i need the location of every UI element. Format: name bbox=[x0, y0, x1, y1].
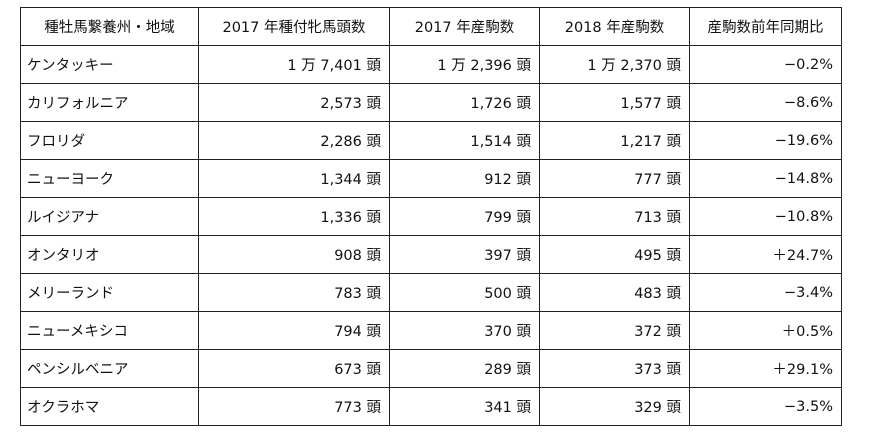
table-row: ニューヨーク 1,344 頭 912 頭 777 頭 −14.8% bbox=[20, 159, 842, 198]
cell-yoy-change: −19.6% bbox=[689, 121, 842, 160]
cell-2017-foals: 289 頭 bbox=[389, 349, 540, 388]
cell-region: オンタリオ bbox=[20, 235, 199, 274]
table-row: メリーランド 783 頭 500 頭 483 頭 −3.4% bbox=[20, 273, 842, 312]
cell-2017-bred-mares: 783 頭 bbox=[198, 273, 390, 312]
cell-2017-bred-mares: 908 頭 bbox=[198, 235, 390, 274]
table-row: オンタリオ 908 頭 397 頭 495 頭＋24.7% bbox=[20, 235, 842, 274]
table-row: オクラホマ 773 頭 341 頭 329 頭 −3.5% bbox=[20, 387, 842, 426]
cell-region: フロリダ bbox=[20, 121, 199, 160]
cell-2017-foals: 1,726 頭 bbox=[389, 83, 540, 122]
cell-region: オクラホマ bbox=[20, 387, 199, 426]
cell-yoy-change: −3.5% bbox=[689, 387, 842, 426]
table-row: ルイジアナ 1,336 頭 799 頭 713 頭 −10.8% bbox=[20, 197, 842, 236]
cell-region: ニューメキシコ bbox=[20, 311, 199, 350]
foal-statistics-table: 種牡馬繋養州・地域 2017 年種付牝馬頭数 2017 年産駒数 2018 年産… bbox=[20, 7, 842, 426]
cell-2017-foals: 500 頭 bbox=[389, 273, 540, 312]
header-region: 種牡馬繋養州・地域 bbox=[20, 7, 199, 46]
header-row: 種牡馬繋養州・地域 2017 年種付牝馬頭数 2017 年産駒数 2018 年産… bbox=[20, 7, 842, 46]
cell-2017-bred-mares: 773 頭 bbox=[198, 387, 390, 426]
cell-2017-bred-mares: 673 頭 bbox=[198, 349, 390, 388]
cell-2018-foals: 372 頭 bbox=[539, 311, 690, 350]
cell-2018-foals: 777 頭 bbox=[539, 159, 690, 198]
cell-region: ニューヨーク bbox=[20, 159, 199, 198]
cell-2018-foals: 373 頭 bbox=[539, 349, 690, 388]
cell-2018-foals: 713 頭 bbox=[539, 197, 690, 236]
cell-yoy-change: ＋24.7% bbox=[689, 235, 842, 274]
header-yoy-change: 産駒数前年同期比 bbox=[689, 7, 842, 46]
cell-yoy-change: −14.8% bbox=[689, 159, 842, 198]
cell-yoy-change: −3.4% bbox=[689, 273, 842, 312]
table-row: ニューメキシコ 794 頭 370 頭 372 頭＋0.5% bbox=[20, 311, 842, 350]
cell-region: カリフォルニア bbox=[20, 83, 199, 122]
table-row: フロリダ 2,286 頭 1,514 頭 1,217 頭 −19.6% bbox=[20, 121, 842, 160]
cell-region: ルイジアナ bbox=[20, 197, 199, 236]
cell-2018-foals: 483 頭 bbox=[539, 273, 690, 312]
table-row: カリフォルニア 2,573 頭 1,726 頭 1,577 頭 −8.6% bbox=[20, 83, 842, 122]
cell-2017-foals: 370 頭 bbox=[389, 311, 540, 350]
cell-2018-foals: 1,577 頭 bbox=[539, 83, 690, 122]
cell-2018-foals: 1,217 頭 bbox=[539, 121, 690, 160]
cell-region: ケンタッキー bbox=[20, 45, 199, 84]
header-2017-foals: 2017 年産駒数 bbox=[389, 7, 540, 46]
cell-2018-foals: 1 万 2,370 頭 bbox=[539, 45, 690, 84]
header-2017-bred-mares: 2017 年種付牝馬頭数 bbox=[198, 7, 390, 46]
cell-yoy-change: −0.2% bbox=[689, 45, 842, 84]
cell-2017-bred-mares: 1,336 頭 bbox=[198, 197, 390, 236]
cell-2017-bred-mares: 2,573 頭 bbox=[198, 83, 390, 122]
table-row: ペンシルベニア 673 頭 289 頭 373 頭＋29.1% bbox=[20, 349, 842, 388]
cell-2017-bred-mares: 1 万 7,401 頭 bbox=[198, 45, 390, 84]
cell-2017-foals: 912 頭 bbox=[389, 159, 540, 198]
cell-2017-bred-mares: 2,286 頭 bbox=[198, 121, 390, 160]
cell-2017-foals: 799 頭 bbox=[389, 197, 540, 236]
cell-2017-foals: 341 頭 bbox=[389, 387, 540, 426]
cell-yoy-change: −8.6% bbox=[689, 83, 842, 122]
cell-yoy-change: −10.8% bbox=[689, 197, 842, 236]
cell-yoy-change: ＋29.1% bbox=[689, 349, 842, 388]
cell-2017-bred-mares: 1,344 頭 bbox=[198, 159, 390, 198]
cell-region: メリーランド bbox=[20, 273, 199, 312]
cell-region: ペンシルベニア bbox=[20, 349, 199, 388]
table-header: 種牡馬繋養州・地域 2017 年種付牝馬頭数 2017 年産駒数 2018 年産… bbox=[20, 7, 842, 46]
cell-2018-foals: 329 頭 bbox=[539, 387, 690, 426]
cell-2017-foals: 1,514 頭 bbox=[389, 121, 540, 160]
cell-yoy-change: ＋0.5% bbox=[689, 311, 842, 350]
cell-2017-foals: 1 万 2,396 頭 bbox=[389, 45, 540, 84]
cell-2018-foals: 495 頭 bbox=[539, 235, 690, 274]
cell-2017-foals: 397 頭 bbox=[389, 235, 540, 274]
header-2018-foals: 2018 年産駒数 bbox=[539, 7, 690, 46]
cell-2017-bred-mares: 794 頭 bbox=[198, 311, 390, 350]
